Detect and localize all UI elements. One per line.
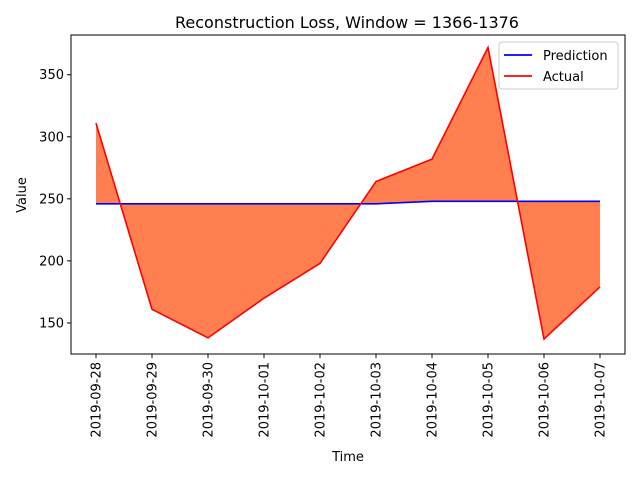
x-axis: 2019-09-28 2019-09-29 2019-09-30 2019-10-01… xyxy=(90,354,609,438)
x-tick-label: 2019-10-01 xyxy=(258,362,273,438)
series-line-prediction xyxy=(96,200,600,205)
legend: Prediction Actual xyxy=(498,41,619,90)
x-tick-label: 2019-10-03 xyxy=(370,362,385,438)
y-tick-label: 300 xyxy=(39,130,64,145)
x-tick-label: 2019-09-30 xyxy=(202,362,217,438)
x-tick-label: 2019-10-06 xyxy=(538,362,553,438)
x-tick-label: 2019-10-07 xyxy=(594,362,609,438)
x-axis-label: Time xyxy=(331,450,364,465)
error-fill-layer xyxy=(96,47,600,340)
y-tick-label: 200 xyxy=(39,254,64,269)
y-tick-label: 150 xyxy=(39,316,64,331)
legend-label-actual: Actual xyxy=(543,70,584,85)
x-tick-label: 2019-09-28 xyxy=(90,362,105,438)
legend-box xyxy=(498,41,619,90)
x-tick-label: 2019-10-04 xyxy=(426,362,441,438)
y-axis-label: Value xyxy=(15,177,30,213)
legend-label-prediction: Prediction xyxy=(543,49,608,64)
error-fill-area xyxy=(96,47,600,340)
y-axis: 150 200 250 300 350 xyxy=(39,68,71,331)
x-tick-label: 2019-09-29 xyxy=(146,362,161,438)
series-line-actual xyxy=(95,44,601,341)
x-tick-label: 2019-10-05 xyxy=(482,362,497,438)
axes-frame xyxy=(70,34,626,355)
y-tick-label: 250 xyxy=(39,192,64,207)
chart-title: Reconstruction Loss, Window = 1366-1376 xyxy=(175,13,519,32)
x-tick-label: 2019-10-02 xyxy=(314,362,329,438)
series-layer xyxy=(95,44,601,341)
y-tick-label: 350 xyxy=(39,68,64,83)
